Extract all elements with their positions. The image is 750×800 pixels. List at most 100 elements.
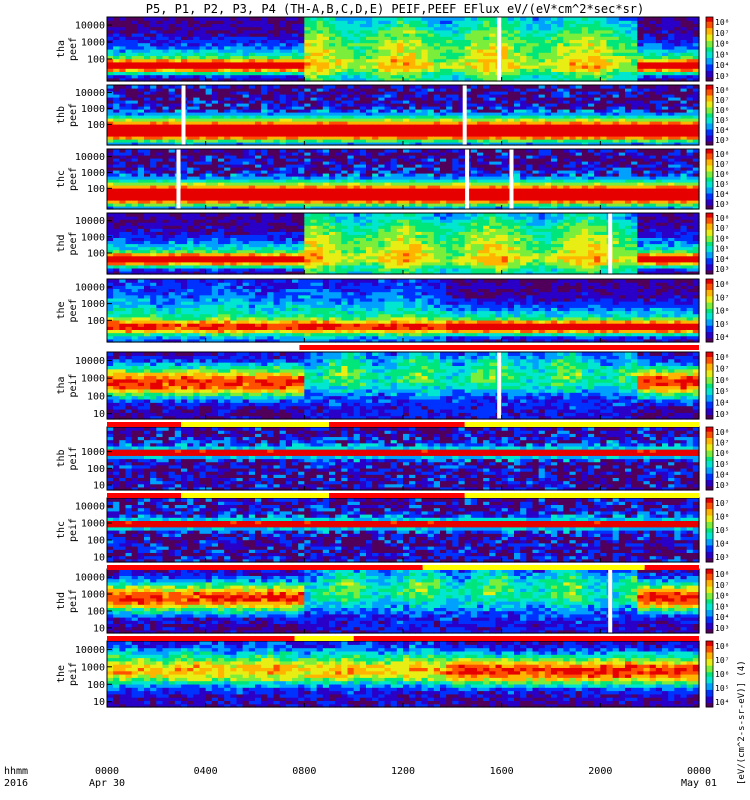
heatmap-cell [668,133,675,137]
heatmap-cell [174,109,182,113]
heatmap-cell [322,167,330,171]
heatmap-cell [193,68,201,72]
heatmap-cell [279,197,287,201]
heatmap-cell [242,179,250,183]
heatmap-cell [248,176,256,180]
heatmap-cell [507,61,515,66]
heatmap-cell [353,36,361,40]
heatmap-cell [489,26,497,31]
heatmap-cell [107,45,114,50]
heatmap-cell [193,103,201,107]
heatmap-cell [372,71,379,76]
heatmap-cell [569,26,577,31]
heatmap-cell [372,109,379,113]
heatmap-cell [211,182,219,186]
heatmap-cell [199,197,207,201]
heatmap-cell [310,194,318,198]
heatmap-cell [267,179,275,183]
heatmap-cell [211,49,219,53]
heatmap-cell [150,88,157,92]
heatmap-cell [193,130,201,134]
heatmap-cell [563,23,571,28]
heatmap-cell [107,94,114,98]
heatmap-cell [125,26,133,31]
heatmap-cell [594,85,601,89]
heatmap-cell [211,167,219,171]
heatmap-cell [347,185,355,189]
heatmap-cell [255,45,262,50]
heatmap-cell [563,97,571,101]
heatmap-cell [612,124,620,128]
heatmap-cell [242,194,250,198]
heatmap-cell [113,200,120,204]
heatmap-cell [242,91,250,95]
colorbar-swatch [706,91,713,94]
heatmap-cell [347,68,355,72]
heatmap-cell [495,118,503,122]
heatmap-cell [168,45,176,50]
heatmap-cell [193,176,201,180]
heatmap-cell [292,91,299,95]
heatmap-cell [144,49,151,53]
heatmap-cell [199,176,207,180]
heatmap-cell [501,77,509,82]
colorbar-swatch [706,72,713,76]
heatmap-cell [668,36,675,40]
heatmap-cell [588,55,595,60]
heatmap-cell [477,58,484,63]
heatmap-cell [390,88,398,92]
heatmap-cell [625,45,632,50]
heatmap-cell [347,94,355,98]
heatmap-cell [267,182,275,186]
heatmap-cell [335,109,342,113]
heatmap-cell [298,149,305,153]
heatmap-cell [310,71,318,76]
heatmap-cell [292,203,299,207]
heatmap-cell [581,142,589,146]
heatmap-cell [156,91,164,95]
heatmap-cell [267,36,275,40]
heatmap-cell [150,124,157,128]
heatmap-cell [218,112,225,116]
heatmap-cell [440,103,447,107]
heatmap-cell [662,36,669,40]
heatmap-cell [144,23,151,28]
heatmap-cell [181,161,188,165]
heatmap-cell [292,71,299,76]
heatmap-cell [477,52,484,56]
heatmap-cell [137,191,145,195]
heatmap-cell [612,20,620,24]
heatmap-cell [329,65,336,69]
heatmap-cell [316,71,324,76]
heatmap-cell [181,26,188,31]
heatmap-cell [279,49,287,53]
heatmap-cell [433,45,441,50]
heatmap-cell [372,49,379,53]
heatmap-cell [242,33,250,37]
heatmap-cell [692,100,700,104]
heatmap-cell [131,167,139,171]
heatmap-cell [384,85,392,89]
heatmap-cell [255,133,262,137]
heatmap-cell [347,176,355,180]
heatmap-cell [477,42,484,47]
heatmap-cell [273,91,281,95]
heatmap-cell [304,33,312,37]
heatmap-cell [415,42,423,47]
heatmap-cell [292,65,299,69]
heatmap-cell [390,26,398,31]
heatmap-cell [625,42,632,47]
heatmap-cell [483,71,490,76]
heatmap-cell [557,71,564,76]
heatmap-cell [563,121,571,125]
heatmap-cell [181,45,188,50]
heatmap-cell [322,161,330,165]
heatmap-cell [187,152,194,156]
heatmap-cell [668,121,675,125]
heatmap-cell [187,49,194,53]
heatmap-cell [483,118,490,122]
heatmap-cell [125,200,133,204]
heatmap-cell [637,130,645,134]
heatmap-cell [255,164,262,168]
heatmap-cell [298,109,305,113]
